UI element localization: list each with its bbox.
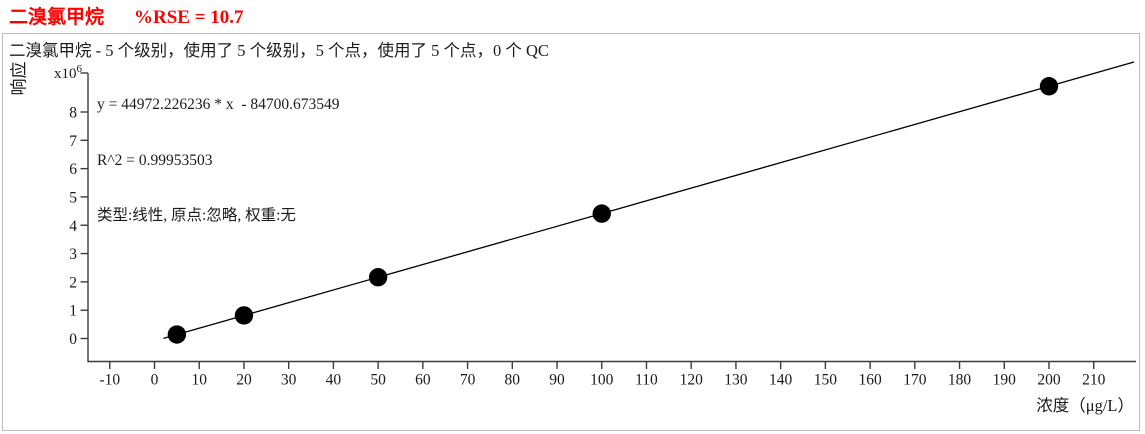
data-point[interactable] — [368, 268, 388, 287]
y-tick-label: 6 — [69, 161, 77, 178]
x-tick-label: 100 — [590, 372, 614, 389]
x-tick-label: 140 — [769, 372, 793, 389]
x-tick-label: 180 — [948, 372, 972, 389]
x-tick-label: 170 — [903, 372, 927, 389]
y-axis-multiplier: x106 — [36, 63, 82, 83]
x-tick-label: 80 — [505, 372, 521, 389]
y-axis-title: 响应 — [9, 61, 29, 96]
x-tick-label: 90 — [549, 372, 565, 389]
x-axis-title: 浓度（μg/L） — [1036, 396, 1134, 415]
panel-title: 二溴氯甲烷 %RSE = 10.7 — [9, 2, 244, 29]
fit-equation: y = 44972.226236 * x - 84700.673549 — [97, 96, 340, 113]
x-tick-label: 200 — [1037, 372, 1061, 389]
x-tick-label: 50 — [370, 372, 386, 389]
x-tick-label: 210 — [1082, 372, 1106, 389]
regression-line — [163, 61, 1135, 339]
y-multiplier-exponent: 6 — [76, 63, 83, 75]
fit-r-squared: R^2 = 0.99953503 — [97, 151, 213, 169]
x-tick-label: 40 — [326, 372, 342, 389]
y-tick-label: 4 — [69, 218, 77, 235]
y-tick-label: 3 — [69, 246, 77, 263]
x-tick-label: 20 — [236, 372, 252, 389]
curve-summary: 二溴氯甲烷 - 5 个级别，使用了 5 个级别，5 个点，使用了 5 个点，0 … — [9, 41, 549, 60]
x-tick-label: 150 — [814, 372, 838, 389]
y-tick-label: 0 — [69, 331, 77, 348]
x-tick-label: 190 — [993, 372, 1017, 389]
fit-annotation: y = 44972.226236 * x - 84700.673549 R^2 … — [97, 59, 340, 244]
y-multiplier-base: x10 — [54, 66, 77, 82]
x-tick-label: 160 — [858, 372, 882, 389]
x-tick-label: 10 — [191, 372, 207, 389]
data-point[interactable] — [592, 204, 611, 223]
x-tick-label: 70 — [460, 372, 476, 389]
y-tick-label: 7 — [69, 133, 77, 150]
data-point[interactable] — [234, 306, 254, 325]
x-tick-label: 120 — [680, 372, 704, 389]
chart-frame — [2, 33, 1140, 431]
x-tick-label: 130 — [724, 372, 748, 389]
x-tick-label: 110 — [635, 372, 658, 389]
x-tick-label: 60 — [415, 372, 431, 389]
y-tick-label: 1 — [69, 303, 77, 320]
compound-name: 二溴氯甲烷 — [9, 7, 105, 28]
y-tick-label: 8 — [69, 105, 77, 122]
x-tick-label: 30 — [281, 372, 297, 389]
data-point[interactable] — [1039, 77, 1059, 96]
y-tick-label: 5 — [69, 189, 77, 206]
x-tick-label: 0 — [151, 372, 159, 389]
y-tick-label: 2 — [69, 274, 77, 291]
data-point[interactable] — [167, 325, 187, 344]
rse-value: %RSE = 10.7 — [134, 7, 244, 28]
x-tick-label: -10 — [99, 372, 120, 389]
fit-type-info: 类型:线性, 原点:忽略, 权重:无 — [97, 207, 296, 224]
